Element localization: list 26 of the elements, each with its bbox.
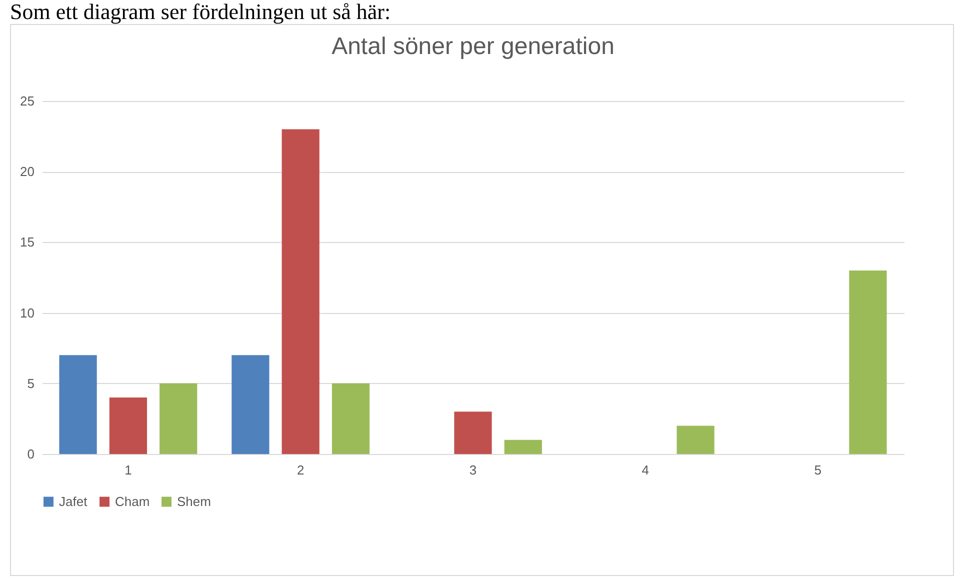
bar [504,440,542,454]
bar [849,270,887,454]
y-tick-label: 10 [20,305,34,320]
y-tick-label: 25 [20,94,34,108]
bar [282,129,320,454]
legend-label: Shem [177,494,211,509]
bar [676,426,714,454]
bar [160,383,198,454]
x-tick-label: 2 [296,462,304,478]
y-tick-label: 20 [20,164,34,180]
x-tick-label: 3 [469,462,477,478]
text: Som ett diagram ser fördelningen ut så här: [9,0,392,24]
bar [59,355,97,454]
y-tick-label: 15 [20,234,34,250]
bar [232,355,270,454]
bar [109,398,148,454]
chart-title: Antal söner per generation [332,33,614,60]
x-tick-label: 1 [124,462,132,478]
y-tick-label: 0 [27,446,34,462]
bar [332,383,370,454]
bar [454,412,492,454]
legend-label: Cham [115,494,150,509]
y-tick-label: 5 [27,376,34,391]
legend-label: Jafet [59,494,88,509]
x-tick-label: 4 [642,462,650,478]
x-tick-label: 5 [814,462,822,478]
